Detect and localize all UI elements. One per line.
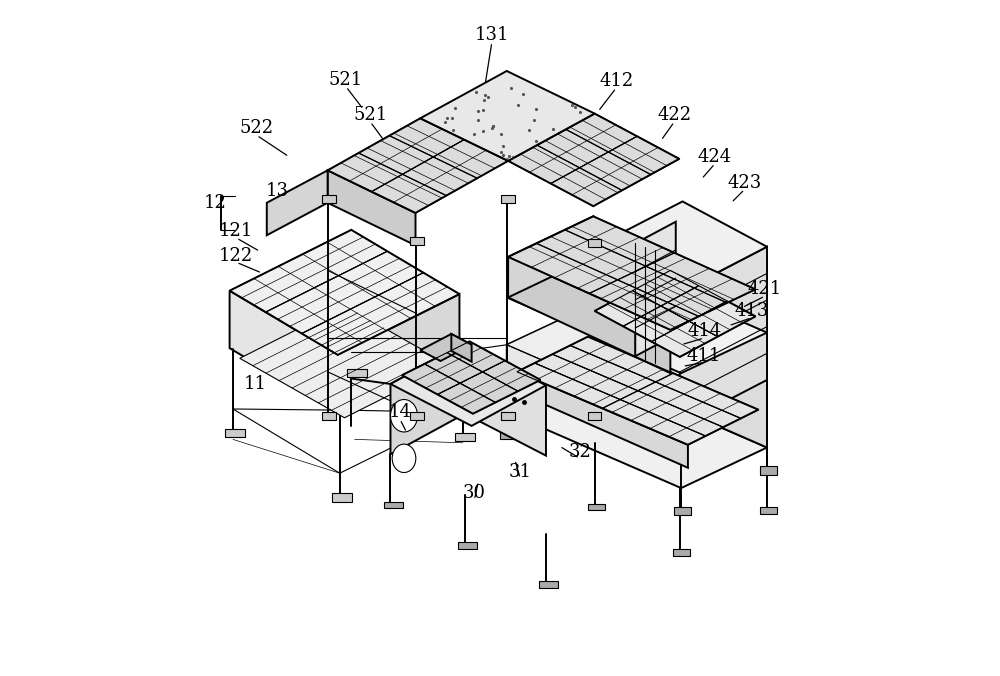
Polygon shape xyxy=(230,291,338,412)
Polygon shape xyxy=(225,429,245,437)
Text: 121: 121 xyxy=(219,222,254,240)
Polygon shape xyxy=(500,431,517,439)
Polygon shape xyxy=(501,195,515,203)
Polygon shape xyxy=(517,337,758,445)
Polygon shape xyxy=(588,412,601,420)
Polygon shape xyxy=(240,306,449,418)
Polygon shape xyxy=(402,341,541,414)
Polygon shape xyxy=(539,581,558,588)
Text: 412: 412 xyxy=(599,72,633,90)
Polygon shape xyxy=(410,412,424,420)
Polygon shape xyxy=(267,170,328,235)
Polygon shape xyxy=(455,433,475,441)
Text: 14: 14 xyxy=(389,404,411,421)
Polygon shape xyxy=(322,195,336,203)
Polygon shape xyxy=(501,412,515,420)
Text: 131: 131 xyxy=(475,26,509,44)
Ellipse shape xyxy=(390,400,418,432)
Text: 521: 521 xyxy=(329,71,363,89)
Text: 30: 30 xyxy=(463,485,486,502)
Polygon shape xyxy=(760,466,777,475)
Text: 422: 422 xyxy=(657,106,691,124)
Text: 12: 12 xyxy=(203,194,226,212)
Polygon shape xyxy=(332,493,352,502)
Polygon shape xyxy=(420,71,595,161)
Polygon shape xyxy=(673,549,690,556)
Polygon shape xyxy=(507,304,767,420)
Polygon shape xyxy=(230,230,459,355)
Text: 122: 122 xyxy=(219,247,253,264)
Text: 31: 31 xyxy=(509,463,532,481)
Polygon shape xyxy=(390,343,546,426)
Polygon shape xyxy=(458,542,477,549)
Text: 413: 413 xyxy=(734,302,769,320)
Text: 521: 521 xyxy=(353,106,387,124)
Polygon shape xyxy=(328,170,416,245)
Text: 423: 423 xyxy=(728,174,762,191)
Polygon shape xyxy=(507,257,767,373)
Polygon shape xyxy=(451,334,472,362)
Polygon shape xyxy=(595,201,767,292)
Polygon shape xyxy=(680,247,767,425)
Polygon shape xyxy=(508,257,670,373)
Polygon shape xyxy=(595,270,756,357)
Polygon shape xyxy=(508,216,593,297)
Polygon shape xyxy=(347,369,367,377)
Polygon shape xyxy=(507,304,593,412)
Polygon shape xyxy=(508,114,679,206)
Polygon shape xyxy=(420,334,472,361)
Text: 421: 421 xyxy=(748,281,782,298)
Ellipse shape xyxy=(392,444,416,473)
Text: 522: 522 xyxy=(240,120,274,137)
Polygon shape xyxy=(760,507,777,514)
Polygon shape xyxy=(328,118,508,213)
Polygon shape xyxy=(635,222,676,356)
Polygon shape xyxy=(384,502,403,508)
Polygon shape xyxy=(322,412,336,420)
Polygon shape xyxy=(465,343,546,456)
Polygon shape xyxy=(338,294,459,412)
Polygon shape xyxy=(507,372,767,488)
Text: 11: 11 xyxy=(244,375,267,393)
Text: 32: 32 xyxy=(568,443,591,460)
Text: 414: 414 xyxy=(687,322,721,340)
Polygon shape xyxy=(588,239,601,247)
Text: 424: 424 xyxy=(698,148,732,166)
Polygon shape xyxy=(390,343,465,454)
Polygon shape xyxy=(587,391,603,399)
Polygon shape xyxy=(588,504,605,510)
Polygon shape xyxy=(508,216,756,330)
Text: 13: 13 xyxy=(265,182,288,199)
Polygon shape xyxy=(674,507,691,515)
Polygon shape xyxy=(517,372,688,468)
Polygon shape xyxy=(410,237,424,245)
Polygon shape xyxy=(593,304,767,448)
Text: 411: 411 xyxy=(687,347,721,364)
